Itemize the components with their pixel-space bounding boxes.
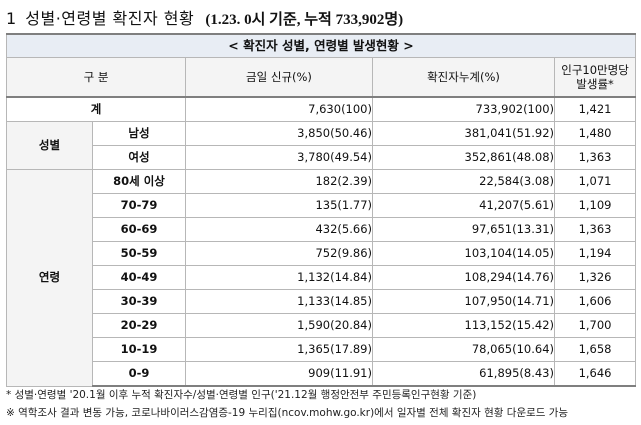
table-caption: < 확진자 성별, 연령별 발생현황 > xyxy=(5,33,637,58)
cell-rate: 1,421 xyxy=(553,96,637,122)
table-row: 0-9 909(11.91) 61,895(8.43) 1,646 xyxy=(7,361,637,387)
row-label: 60-69 xyxy=(92,217,186,242)
cell-rate: 1,658 xyxy=(553,337,637,362)
header-cumulative: 확진자누계(%) xyxy=(372,57,555,98)
cell-daily: 135(1.77) xyxy=(185,193,373,218)
table-row: 성별 남성 3,850(50.46) 381,041(51.92) 1,480 xyxy=(6,121,637,170)
row-label: 남성 xyxy=(92,121,186,146)
cell-cumulative: 41,207(5.61) xyxy=(372,193,555,218)
table-header-row: 구 분 금일 신규(%) 확진자누계(%) 인구10만명당 발생률* xyxy=(6,57,637,98)
header-daily: 금일 신규(%) xyxy=(185,57,373,98)
table-caption-row: < 확진자 성별, 연령별 발생현황 > xyxy=(5,33,637,58)
header-rate: 인구10만명당 발생률* xyxy=(553,57,637,98)
footnote-source: ※ 역학조사 결과 변동 가능, 코로나바이러스감염증-19 누리집(ncov.… xyxy=(6,407,569,419)
row-label: 10-19 xyxy=(92,337,186,362)
cell-rate: 1,326 xyxy=(553,265,637,290)
table-row: 20-29 1,590(20.84) 113,152(15.42) 1,700 xyxy=(7,313,637,338)
heading-subtitle: (1.23. 0시 기준, 누적 733,902명) xyxy=(205,12,404,28)
cell-daily: 1,132(14.84) xyxy=(185,265,373,290)
row-label: 80세 이상 xyxy=(92,169,186,194)
cell-cumulative: 22,584(3.08) xyxy=(372,169,555,194)
cell-daily: 752(9.86) xyxy=(185,241,373,266)
cell-daily: 7,630(100) xyxy=(185,96,373,122)
heading-title: 성별·연령별 확진자 현황 xyxy=(25,9,195,28)
cell-daily: 1,590(20.84) xyxy=(185,313,373,338)
cell-rate: 1,606 xyxy=(553,289,637,314)
cell-daily: 1,365(17.89) xyxy=(185,337,373,362)
row-label: 0-9 xyxy=(92,361,186,387)
cell-cumulative: 97,651(13.31) xyxy=(372,217,555,242)
cell-rate: 1,646 xyxy=(553,361,637,387)
row-label: 50-59 xyxy=(92,241,186,266)
row-label: 70-79 xyxy=(92,193,186,218)
page-heading: 1 성별·연령별 확진자 현황 (1.23. 0시 기준, 누적 733,902… xyxy=(6,7,636,31)
cell-cumulative: 78,065(10.64) xyxy=(372,337,555,362)
cell-daily: 432(5.66) xyxy=(185,217,373,242)
cell-rate: 1,071 xyxy=(553,169,637,194)
table-row: 70-79 135(1.77) 41,207(5.61) 1,109 xyxy=(7,193,637,218)
cell-daily: 3,850(50.46) xyxy=(185,121,373,146)
table-row: 여성 3,780(49.54) 352,861(48.08) 1,363 xyxy=(7,145,637,170)
cell-rate: 1,194 xyxy=(553,241,637,266)
cell-cumulative: 381,041(51.92) xyxy=(372,121,555,146)
cell-daily: 3,780(49.54) xyxy=(185,145,373,170)
row-label: 30-39 xyxy=(92,289,186,314)
row-label: 20-29 xyxy=(92,313,186,338)
cell-rate: 1,480 xyxy=(553,121,637,146)
table-row: 50-59 752(9.86) 103,104(14.05) 1,194 xyxy=(7,241,637,266)
cell-daily: 182(2.39) xyxy=(185,169,373,194)
cell-rate: 1,363 xyxy=(553,145,637,170)
row-label: 40-49 xyxy=(92,265,186,290)
group-label-age: 연령 xyxy=(6,169,93,387)
group-label-sex: 성별 xyxy=(6,121,93,170)
confirmed-cases-table: < 확진자 성별, 연령별 발생현황 > 구 분 금일 신규(%) 확진자누계(… xyxy=(5,33,637,387)
table-row-total: 계 7,630(100) 733,902(100) 1,421 xyxy=(6,96,637,122)
cell-cumulative: 733,902(100) xyxy=(372,96,555,122)
table-row: 30-39 1,133(14.85) 107,950(14.71) 1,606 xyxy=(7,289,637,314)
cell-cumulative: 108,294(14.76) xyxy=(372,265,555,290)
cell-rate: 1,363 xyxy=(553,217,637,242)
cell-rate: 1,700 xyxy=(553,313,637,338)
table-row: 60-69 432(5.66) 97,651(13.31) 1,363 xyxy=(7,217,637,242)
row-label: 여성 xyxy=(92,145,186,170)
header-category: 구 분 xyxy=(6,57,186,98)
row-label: 계 xyxy=(6,96,186,122)
table-row: 40-49 1,132(14.84) 108,294(14.76) 1,326 xyxy=(7,265,637,290)
cell-daily: 909(11.91) xyxy=(185,361,373,387)
table-row: 연령 80세 이상 182(2.39) 22,584(3.08) 1,071 xyxy=(6,169,637,387)
cell-cumulative: 352,861(48.08) xyxy=(372,145,555,170)
cell-cumulative: 113,152(15.42) xyxy=(372,313,555,338)
cell-rate: 1,109 xyxy=(553,193,637,218)
heading-number: 1 xyxy=(6,9,17,28)
table-row: 10-19 1,365(17.89) 78,065(10.64) 1,658 xyxy=(7,337,637,362)
cell-cumulative: 103,104(14.05) xyxy=(372,241,555,266)
cell-daily: 1,133(14.85) xyxy=(185,289,373,314)
cell-cumulative: 61,895(8.43) xyxy=(372,361,555,387)
footnote-rate-definition: * 성별·연령별 '20.1월 이후 누적 확진자수/성별·연령별 인구('21… xyxy=(6,389,477,401)
cell-cumulative: 107,950(14.71) xyxy=(372,289,555,314)
